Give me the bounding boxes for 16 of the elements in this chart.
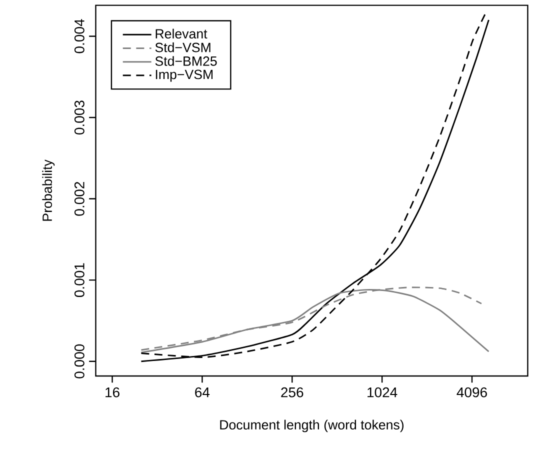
legend-label: Std−VSM xyxy=(155,42,210,52)
x-tick-label: 1024 xyxy=(368,387,398,398)
y-tick-label: 0.001 xyxy=(74,263,84,298)
y-tick-label: 0.002 xyxy=(74,182,84,216)
legend-label: Std−BM25 xyxy=(155,56,217,66)
x-tick-label: 256 xyxy=(281,387,304,398)
x-tick-label: 4096 xyxy=(456,387,487,398)
y-tick-label: 0.003 xyxy=(74,100,84,134)
x-tick-label: 16 xyxy=(106,387,120,398)
x-axis-title: Document length (word tokens) xyxy=(220,420,404,432)
legend-label: Imp−VSM xyxy=(156,70,213,82)
y-tick-label: 0.004 xyxy=(74,19,84,54)
legend-label: Relevant xyxy=(156,28,208,39)
y-tick-label: 0.000 xyxy=(74,344,84,378)
x-tick-label: 64 xyxy=(195,387,210,398)
y-axis-title: Probability xyxy=(42,160,55,221)
